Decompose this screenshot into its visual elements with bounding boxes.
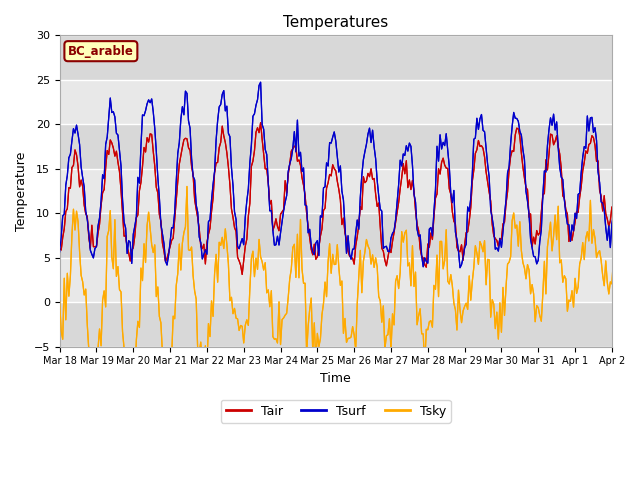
Tsurf <box>360 157 367 163</box>
Tsurf <box>565 222 573 228</box>
Tair <box>477 143 485 149</box>
Tsurf <box>456 265 464 271</box>
Legend: Tair, Tsurf, Tsky: Tair, Tsurf, Tsky <box>221 400 451 423</box>
Tsky <box>76 249 83 254</box>
Bar <box>60 80 612 124</box>
Tair <box>94 230 102 236</box>
Tair <box>565 239 573 244</box>
Line: Tair: Tair <box>60 123 640 275</box>
Tair <box>76 184 83 190</box>
Tair <box>361 180 369 186</box>
Line: Tsky: Tsky <box>60 187 640 421</box>
Bar <box>60 258 612 302</box>
Tsky <box>565 297 573 303</box>
Tsky <box>56 299 63 304</box>
Tsurf <box>477 112 485 118</box>
X-axis label: Time: Time <box>321 372 351 385</box>
Tsurf <box>56 249 63 255</box>
Y-axis label: Temperature: Temperature <box>15 151 28 231</box>
Tsurf <box>76 142 83 147</box>
Tair <box>238 272 246 277</box>
Tsky <box>361 249 369 255</box>
Bar <box>60 169 612 213</box>
Tsky <box>183 184 191 190</box>
Bar <box>60 302 612 347</box>
Bar <box>60 213 612 258</box>
Tair <box>56 246 63 252</box>
Bar <box>60 36 612 80</box>
Tsurf <box>257 79 264 85</box>
Tsurf <box>94 223 102 229</box>
Tair <box>257 120 264 126</box>
Tsky <box>162 419 170 424</box>
Line: Tsurf: Tsurf <box>60 82 640 268</box>
Tsky <box>94 345 102 351</box>
Text: BC_arable: BC_arable <box>68 45 134 58</box>
Title: Temperatures: Temperatures <box>283 15 388 30</box>
Bar <box>60 124 612 169</box>
Tsky <box>477 242 485 248</box>
